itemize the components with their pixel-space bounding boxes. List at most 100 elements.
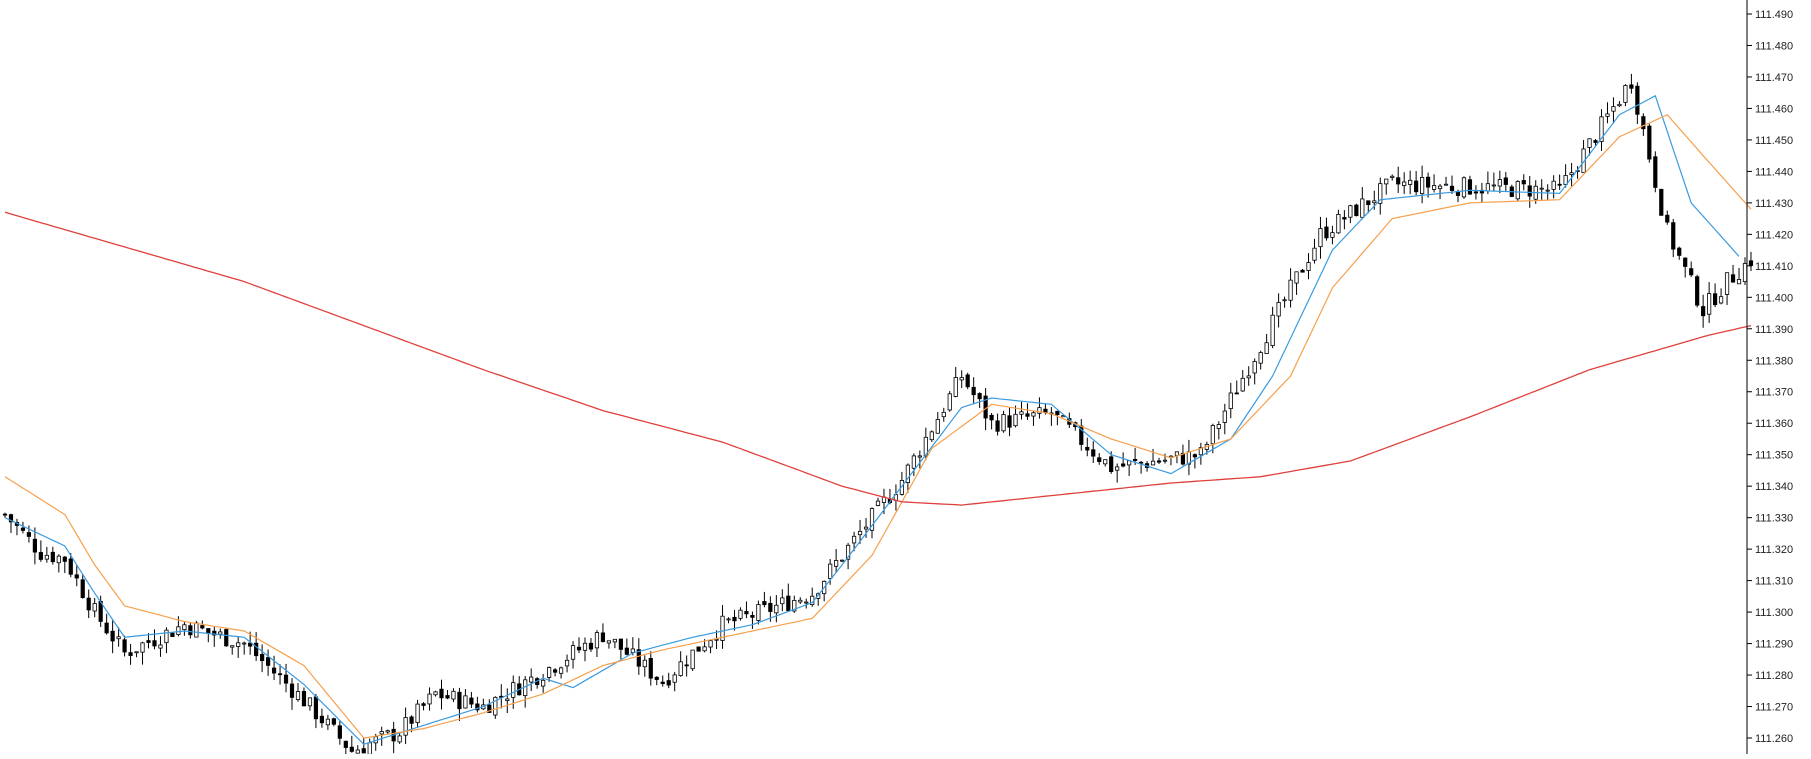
candle-down xyxy=(1521,180,1526,185)
candle-down xyxy=(1085,446,1090,451)
candle-up xyxy=(1306,262,1311,271)
candle-up xyxy=(564,659,570,667)
y-tick-label: 111.480 xyxy=(1755,40,1793,52)
candle-down xyxy=(26,532,32,537)
candle-up xyxy=(1378,183,1383,204)
candle-up xyxy=(1013,413,1018,427)
candle-up xyxy=(708,640,713,648)
candle-down xyxy=(1156,460,1162,463)
candle-down xyxy=(1192,454,1197,458)
candle-up xyxy=(385,730,390,733)
candle-down xyxy=(260,654,265,662)
candle-down xyxy=(1647,125,1652,160)
candle-up xyxy=(164,629,169,644)
candle-up xyxy=(834,560,839,567)
y-tick-label: 111.330 xyxy=(1755,513,1793,525)
candle-down xyxy=(188,625,193,636)
candle-down xyxy=(732,616,737,622)
candle-up xyxy=(463,695,468,709)
candle-down xyxy=(313,696,319,720)
candle-up xyxy=(1569,172,1574,175)
candle-down xyxy=(1043,408,1048,413)
candle-down xyxy=(636,649,641,667)
candle-down xyxy=(80,579,85,598)
candle-up xyxy=(1437,185,1443,190)
candle-down xyxy=(1629,84,1634,89)
candle-down xyxy=(122,639,127,653)
candle-down xyxy=(469,697,474,705)
candle-up xyxy=(427,693,432,705)
candle-up xyxy=(1599,116,1604,142)
candle-down xyxy=(68,558,73,575)
candle-down xyxy=(206,628,211,634)
candle-down xyxy=(624,647,629,655)
candle-up xyxy=(642,659,647,668)
candle-down xyxy=(319,715,325,724)
y-tick-label: 111.310 xyxy=(1755,576,1793,588)
candle-down xyxy=(1109,456,1114,472)
candle-up xyxy=(953,377,958,397)
candle-down xyxy=(152,640,157,647)
candle-up xyxy=(899,480,905,495)
candle-up xyxy=(1485,183,1490,192)
candle-up xyxy=(1162,459,1168,462)
candle-down xyxy=(475,703,480,711)
candle-up xyxy=(1360,198,1365,218)
y-tick-label: 111.380 xyxy=(1755,355,1793,367)
candle-up xyxy=(1587,138,1592,148)
candle-down xyxy=(32,538,37,553)
candle-down xyxy=(1683,257,1688,267)
candle-up xyxy=(690,649,695,670)
candle-down xyxy=(1677,247,1682,256)
candle-down xyxy=(265,657,271,666)
candle-up xyxy=(756,604,761,621)
candle-up xyxy=(403,717,408,736)
candle-up xyxy=(1390,175,1395,178)
candle-up xyxy=(242,642,247,645)
candle-up xyxy=(1402,181,1407,187)
candle-up xyxy=(1240,377,1245,392)
candle-up xyxy=(1718,296,1724,304)
candle-down xyxy=(301,690,307,707)
candle-up xyxy=(1031,412,1036,417)
candle-up xyxy=(594,632,600,649)
candle-up xyxy=(1019,411,1024,415)
candle-down xyxy=(1366,200,1371,206)
candle-up xyxy=(433,691,438,696)
y-tick-label: 111.430 xyxy=(1755,198,1793,210)
y-tick-label: 111.390 xyxy=(1755,324,1793,336)
candle-down xyxy=(409,716,414,724)
y-tick-label: 111.270 xyxy=(1755,702,1793,714)
candle-down xyxy=(1007,415,1012,428)
candle-down xyxy=(1300,269,1305,273)
candle-down xyxy=(1396,177,1401,185)
candle-up xyxy=(505,698,510,701)
candle-up xyxy=(1617,103,1622,107)
candle-down xyxy=(337,725,342,739)
candle-down xyxy=(971,386,976,396)
candle-up xyxy=(714,638,719,641)
candle-up xyxy=(1707,293,1712,315)
candle-up xyxy=(947,393,952,411)
candle-down xyxy=(1055,410,1060,416)
candle-down xyxy=(50,551,55,563)
candle-down xyxy=(744,611,749,615)
candle-up xyxy=(1497,179,1502,187)
candle-down xyxy=(1180,452,1186,465)
candle-down xyxy=(128,652,133,656)
candle-up xyxy=(1216,424,1221,429)
candle-up xyxy=(1037,407,1042,414)
candle-down xyxy=(989,414,994,421)
indicator-lines-layer xyxy=(4,94,1752,745)
candle-down xyxy=(768,602,773,612)
candle-down xyxy=(1473,191,1479,194)
candle-up xyxy=(1515,181,1520,200)
candle-up xyxy=(630,648,635,653)
candle-up xyxy=(1336,213,1341,234)
candle-up xyxy=(792,599,797,612)
candle-down xyxy=(1527,185,1532,197)
candle-up xyxy=(1276,302,1281,317)
y-tick-label: 111.460 xyxy=(1755,103,1793,115)
